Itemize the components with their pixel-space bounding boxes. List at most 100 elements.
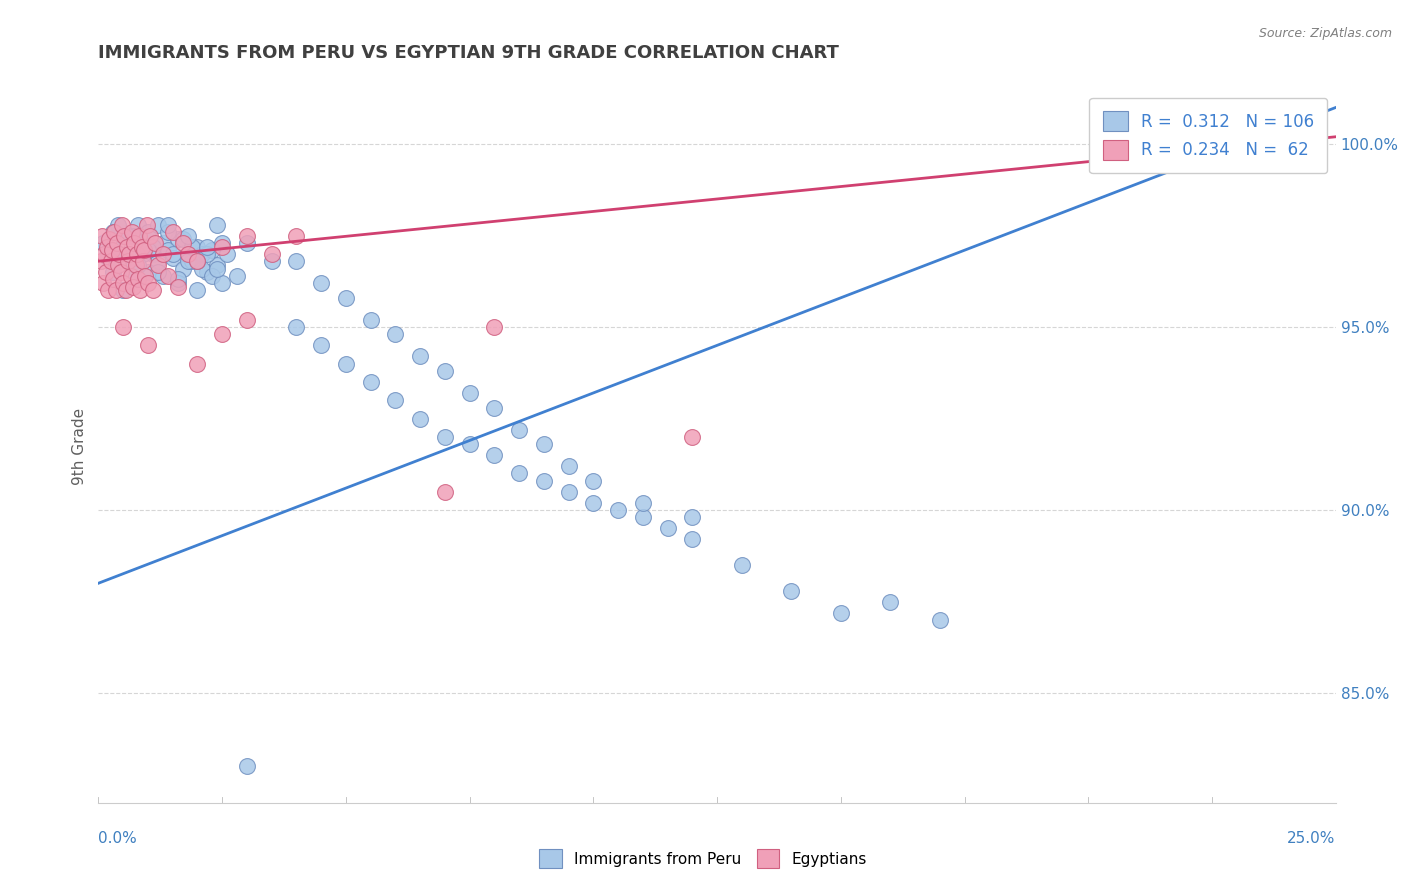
Point xyxy=(134,268,156,283)
Point xyxy=(780,583,803,598)
Point xyxy=(226,268,249,283)
Point xyxy=(186,254,208,268)
Point xyxy=(112,276,135,290)
Point xyxy=(384,327,406,342)
Point xyxy=(433,484,456,499)
Point xyxy=(211,235,233,250)
Point xyxy=(533,474,555,488)
Point xyxy=(162,247,184,261)
Point xyxy=(335,357,357,371)
Point xyxy=(508,423,530,437)
Point xyxy=(186,254,208,268)
Point xyxy=(105,235,128,250)
Point xyxy=(127,272,149,286)
Point xyxy=(101,244,124,258)
Point xyxy=(830,606,852,620)
Point xyxy=(360,312,382,326)
Point xyxy=(484,320,506,334)
Point xyxy=(186,357,208,371)
Point xyxy=(146,258,169,272)
Text: 25.0%: 25.0% xyxy=(1288,831,1336,847)
Point xyxy=(97,251,120,265)
Point xyxy=(195,247,218,261)
Point xyxy=(191,261,214,276)
Point xyxy=(607,503,630,517)
Point xyxy=(132,247,155,261)
Point xyxy=(131,239,153,253)
Point xyxy=(117,254,139,268)
Point xyxy=(631,510,654,524)
Point xyxy=(195,239,218,253)
Point xyxy=(132,254,155,268)
Point xyxy=(309,338,332,352)
Point xyxy=(94,265,117,279)
Point xyxy=(201,244,224,258)
Point xyxy=(156,225,179,239)
Point xyxy=(681,430,703,444)
Point xyxy=(211,276,233,290)
Point xyxy=(136,276,159,290)
Point xyxy=(181,254,204,268)
Point xyxy=(146,254,169,268)
Point xyxy=(91,228,114,243)
Point xyxy=(117,247,139,261)
Point xyxy=(260,254,283,268)
Point xyxy=(309,276,332,290)
Point xyxy=(111,218,134,232)
Point xyxy=(122,228,145,243)
Legend: Immigrants from Peru, Egyptians: Immigrants from Peru, Egyptians xyxy=(531,841,875,875)
Point xyxy=(681,510,703,524)
Point xyxy=(146,265,169,279)
Point xyxy=(156,268,179,283)
Point xyxy=(103,225,125,239)
Point xyxy=(143,235,166,250)
Point xyxy=(112,228,135,243)
Point xyxy=(176,247,198,261)
Point xyxy=(172,232,194,246)
Point xyxy=(533,437,555,451)
Point xyxy=(129,284,152,298)
Point xyxy=(104,284,127,298)
Point xyxy=(93,247,115,261)
Point xyxy=(384,393,406,408)
Point xyxy=(112,228,135,243)
Point xyxy=(285,254,308,268)
Point xyxy=(103,239,125,253)
Point xyxy=(211,327,233,342)
Point xyxy=(433,364,456,378)
Point xyxy=(166,276,188,290)
Point xyxy=(557,459,579,474)
Y-axis label: 9th Grade: 9th Grade xyxy=(72,408,87,484)
Point xyxy=(172,261,194,276)
Point xyxy=(236,228,259,243)
Point xyxy=(132,244,155,258)
Point xyxy=(107,218,129,232)
Point xyxy=(103,272,125,286)
Point xyxy=(136,265,159,279)
Point xyxy=(217,247,239,261)
Point xyxy=(166,272,188,286)
Point xyxy=(122,265,145,279)
Point xyxy=(103,265,125,279)
Point xyxy=(107,258,129,272)
Point xyxy=(127,272,149,286)
Point xyxy=(285,228,308,243)
Point xyxy=(112,320,135,334)
Point xyxy=(879,594,901,608)
Point xyxy=(110,265,132,279)
Point xyxy=(181,239,204,253)
Point xyxy=(162,251,184,265)
Point xyxy=(409,349,432,363)
Point xyxy=(98,232,121,246)
Point xyxy=(681,533,703,547)
Point xyxy=(191,247,214,261)
Point xyxy=(124,258,146,272)
Point xyxy=(96,239,118,253)
Point xyxy=(122,280,145,294)
Point xyxy=(112,284,135,298)
Point xyxy=(135,218,157,232)
Point xyxy=(139,228,162,243)
Point xyxy=(285,320,308,334)
Point xyxy=(100,254,122,268)
Point xyxy=(166,232,188,246)
